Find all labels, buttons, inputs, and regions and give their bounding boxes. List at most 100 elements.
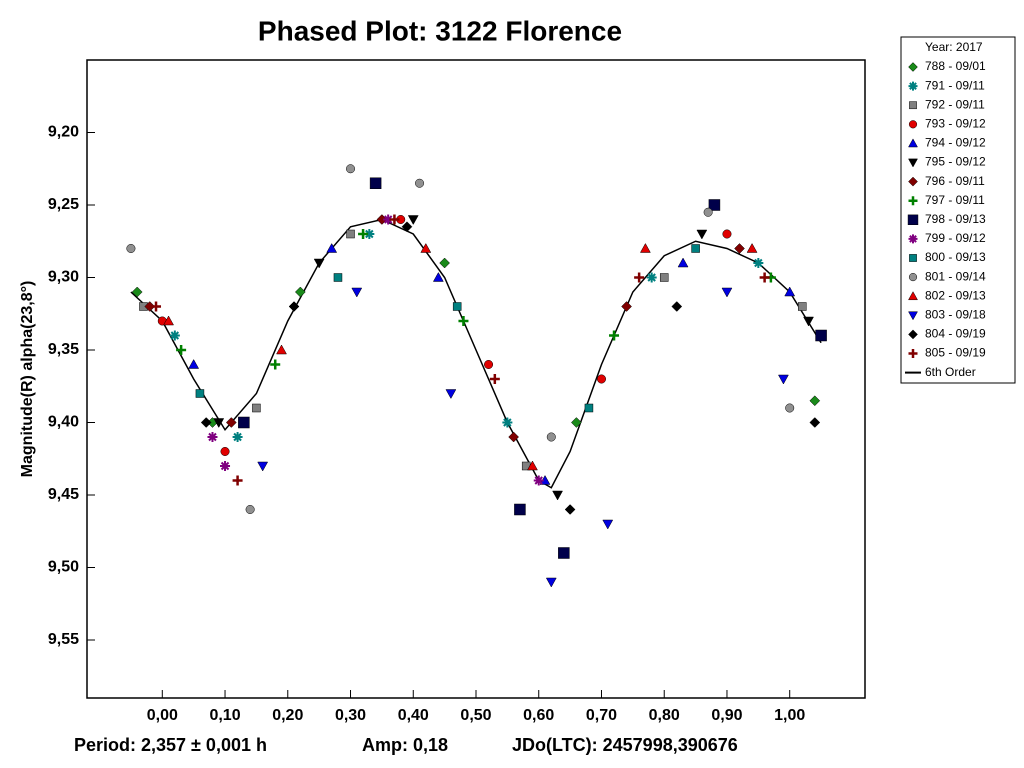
legend-marker bbox=[908, 329, 918, 340]
y-tick-label: 9,40 bbox=[48, 414, 79, 431]
data-point bbox=[809, 417, 821, 428]
data-point bbox=[703, 207, 713, 217]
data-point bbox=[489, 374, 500, 384]
data-point bbox=[288, 301, 300, 312]
data-point bbox=[552, 490, 563, 501]
data-point bbox=[671, 301, 683, 312]
legend-title: Year: 2017 bbox=[925, 40, 983, 54]
data-point bbox=[722, 229, 732, 239]
x-tick-label: 0,50 bbox=[460, 707, 491, 724]
legend-marker bbox=[908, 158, 918, 168]
data-point bbox=[596, 374, 606, 384]
legend-marker bbox=[909, 101, 917, 110]
legend-marker bbox=[908, 234, 918, 244]
x-tick-label: 0,70 bbox=[586, 707, 617, 724]
data-point bbox=[313, 258, 325, 269]
footer-text: Period: 2,357 ± 0,001 h bbox=[74, 735, 267, 755]
data-point bbox=[584, 403, 594, 413]
y-tick-label: 9,35 bbox=[48, 341, 79, 358]
y-tick-label: 9,45 bbox=[48, 486, 79, 503]
data-point bbox=[646, 272, 657, 283]
data-point bbox=[759, 272, 770, 283]
data-point bbox=[677, 257, 689, 268]
y-tick-label: 9,25 bbox=[48, 196, 79, 213]
data-point bbox=[708, 199, 721, 211]
data-point bbox=[252, 403, 261, 413]
data-point bbox=[207, 432, 218, 442]
footer-text: JDo(LTC): 2457998,390676 bbox=[512, 735, 738, 755]
data-point bbox=[220, 447, 230, 456]
data-point bbox=[195, 389, 205, 398]
data-point bbox=[346, 164, 356, 174]
data-point bbox=[746, 242, 758, 253]
legend-label: 794 - 09/12 bbox=[925, 136, 986, 150]
data-point bbox=[364, 229, 375, 239]
legend-marker bbox=[908, 273, 918, 282]
legend-label: 803 - 09/18 bbox=[925, 307, 986, 321]
legend-label: 6th Order bbox=[925, 365, 976, 379]
data-point bbox=[691, 244, 700, 253]
data-point bbox=[270, 359, 281, 370]
legend-label: 801 - 09/14 bbox=[925, 269, 986, 283]
data-point bbox=[696, 229, 708, 240]
data-point bbox=[621, 301, 632, 312]
data-point bbox=[558, 547, 570, 559]
data-point bbox=[803, 316, 814, 327]
data-point bbox=[163, 315, 174, 326]
data-point bbox=[188, 358, 200, 369]
data-point bbox=[439, 257, 450, 269]
data-point bbox=[294, 286, 306, 298]
data-point bbox=[778, 374, 789, 385]
legend-label: 798 - 09/13 bbox=[925, 212, 986, 226]
x-tick-label: 0,10 bbox=[209, 707, 240, 724]
data-point bbox=[809, 395, 821, 407]
legend-marker bbox=[908, 176, 918, 187]
data-point bbox=[225, 417, 237, 428]
legend-marker bbox=[908, 62, 918, 72]
data-point bbox=[369, 177, 382, 189]
data-point bbox=[634, 272, 645, 283]
legend-label: 793 - 09/12 bbox=[925, 116, 986, 130]
legend-marker bbox=[908, 311, 918, 321]
data-point bbox=[514, 503, 526, 516]
x-tick-label: 0,80 bbox=[649, 707, 680, 724]
legend-marker bbox=[908, 81, 918, 91]
data-point bbox=[126, 244, 136, 253]
data-point bbox=[458, 316, 469, 326]
data-point bbox=[220, 461, 231, 471]
data-point bbox=[358, 229, 369, 239]
data-point bbox=[659, 273, 669, 282]
data-point bbox=[213, 418, 225, 429]
y-tick-label: 9,50 bbox=[48, 559, 79, 576]
data-point bbox=[257, 461, 269, 472]
data-point bbox=[151, 301, 162, 312]
legend-marker bbox=[908, 349, 918, 358]
data-point bbox=[721, 287, 733, 298]
data-point bbox=[602, 519, 614, 530]
data-point bbox=[232, 432, 243, 442]
legend-marker bbox=[908, 291, 918, 301]
y-tick-label: 9,20 bbox=[48, 124, 79, 141]
legend-marker bbox=[908, 138, 918, 148]
legend-marker bbox=[907, 214, 919, 226]
legend-marker bbox=[909, 254, 917, 262]
chart-title: Phased Plot: 3122 Florence bbox=[258, 15, 622, 46]
legend-label: 797 - 09/11 bbox=[925, 193, 985, 207]
legend-label: 791 - 09/11 bbox=[925, 78, 985, 92]
data-point bbox=[420, 242, 432, 253]
data-point bbox=[169, 330, 180, 341]
data-point bbox=[245, 505, 255, 514]
data-point bbox=[452, 302, 462, 311]
data-point bbox=[533, 475, 544, 486]
data-point bbox=[502, 417, 513, 428]
data-point bbox=[326, 242, 338, 253]
data-point bbox=[445, 389, 457, 400]
data-point bbox=[407, 215, 419, 226]
x-tick-label: 0,90 bbox=[711, 707, 742, 724]
data-point bbox=[734, 243, 745, 254]
data-point bbox=[564, 504, 576, 515]
data-point bbox=[232, 475, 243, 486]
legend-label: 788 - 09/01 bbox=[925, 59, 986, 73]
